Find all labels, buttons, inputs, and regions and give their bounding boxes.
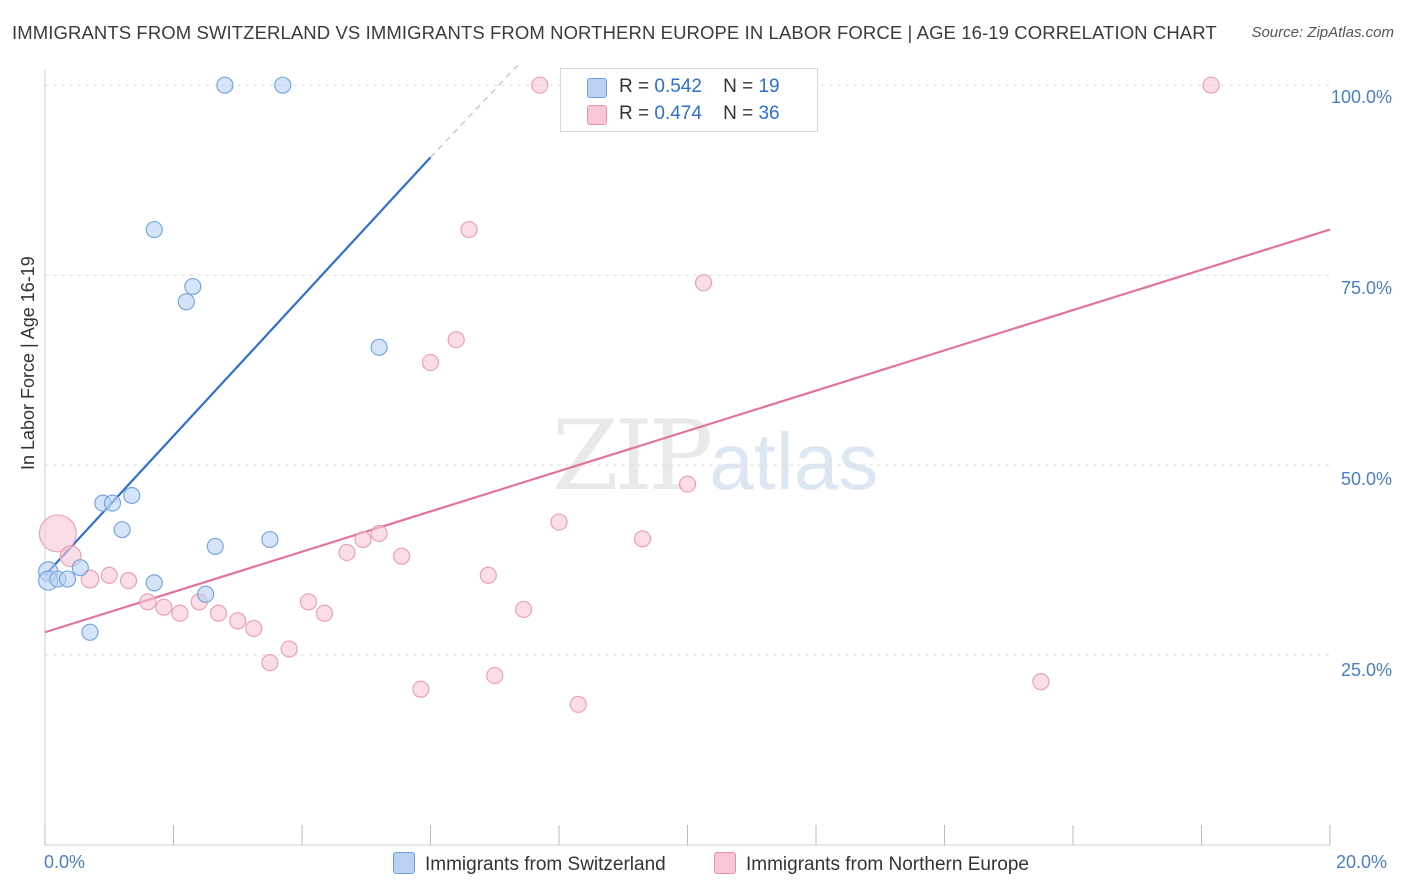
grid-lines: [45, 84, 1330, 656]
data-point-switzerland: [177, 293, 195, 311]
legend-r-value: 0.542: [654, 76, 702, 97]
legend-n-value: 19: [758, 76, 780, 97]
data-point-northern-europe: [229, 612, 247, 630]
data-point-switzerland: [81, 623, 99, 641]
legend-swatch-blue: [587, 78, 607, 98]
legend-swatch-pink: [587, 105, 607, 125]
data-point-switzerland: [216, 76, 234, 94]
data-point-northern-europe: [515, 600, 533, 619]
data-point-northern-europe: [421, 353, 440, 372]
data-point-northern-europe: [261, 654, 279, 672]
axes: [44, 70, 1331, 846]
series-label: Immigrants from Northern Europe: [746, 854, 1029, 875]
trend-extension: [430, 61, 521, 158]
data-point-northern-europe: [245, 619, 263, 638]
series-legend-switzerland: Immigrants from Switzerland: [393, 852, 666, 876]
data-point-northern-europe: [1032, 673, 1050, 691]
data-point-switzerland: [123, 486, 141, 505]
y-tick-75: 75.0%: [1340, 278, 1392, 298]
data-point-switzerland: [197, 585, 215, 603]
data-point-northern-europe: [38, 514, 77, 553]
data-point-northern-europe: [550, 513, 568, 531]
y-tick-100: 100.0%: [1330, 87, 1392, 107]
data-point-switzerland: [274, 76, 292, 94]
series-swatch-blue: [393, 852, 415, 874]
legend-r-label: R =: [619, 103, 650, 124]
data-point-northern-europe: [479, 566, 497, 584]
data-point-northern-europe: [171, 604, 189, 622]
data-point-switzerland: [71, 559, 89, 577]
legend-n-label: N =: [723, 76, 754, 97]
trend-lines: [44, 61, 1331, 634]
data-point-switzerland: [206, 537, 224, 555]
data-point-northern-europe: [119, 571, 138, 590]
data-point-northern-europe: [633, 530, 652, 548]
data-point-northern-europe: [486, 666, 504, 685]
source-credit: Source: ZipAtlas.com: [1251, 24, 1394, 41]
data-point-northern-europe: [315, 604, 334, 622]
y-tick-50: 50.0%: [1340, 469, 1392, 489]
y-axis-label: In Labor Force | Age 16-19: [18, 256, 38, 470]
data-point-northern-europe: [338, 543, 356, 562]
data-point-northern-europe: [392, 547, 411, 565]
data-point-northern-europe: [100, 566, 118, 584]
watermark: ZIPatlas: [552, 400, 879, 512]
data-point-northern-europe: [209, 604, 228, 622]
data-point-switzerland: [370, 338, 388, 356]
data-point-switzerland: [145, 574, 163, 592]
legend-r-value: 0.474: [654, 103, 702, 124]
data-point-northern-europe: [569, 695, 587, 714]
y-tick-25: 25.0%: [1340, 660, 1392, 680]
data-point-switzerland: [184, 277, 202, 296]
data-point-northern-europe: [354, 530, 372, 549]
x-tick-min: 0.0%: [44, 852, 86, 872]
series-label: Immigrants from Switzerland: [425, 854, 666, 875]
chart-title: IMMIGRANTS FROM SWITZERLAND VS IMMIGRANT…: [12, 22, 1217, 43]
data-point-northern-europe: [460, 220, 478, 239]
series-swatch-pink: [714, 852, 736, 874]
data-point-northern-europe: [412, 680, 430, 698]
data-points: [38, 76, 1220, 714]
data-point-northern-europe: [370, 524, 388, 543]
correlation-legend: R = 0.542 N = 19 R = 0.474 N = 36: [560, 68, 818, 132]
data-point-northern-europe: [1202, 76, 1220, 94]
series-legend-northern-europe: Immigrants from Northern Europe: [714, 852, 1029, 876]
data-point-northern-europe: [447, 331, 465, 349]
legend-n-value: 36: [758, 103, 780, 124]
trend-line-switzerland: [44, 156, 432, 577]
trend-line-northern-europe: [44, 228, 1331, 634]
data-point-northern-europe: [531, 76, 549, 94]
legend-n-label: N =: [723, 103, 754, 124]
data-point-switzerland: [103, 494, 122, 512]
data-point-northern-europe: [299, 593, 318, 611]
data-point-switzerland: [113, 521, 131, 539]
x-tick-max: 20.0%: [1336, 852, 1388, 872]
data-point-switzerland: [58, 570, 77, 588]
data-point-northern-europe: [694, 274, 713, 292]
data-point-switzerland: [261, 530, 279, 549]
data-point-northern-europe: [678, 475, 697, 493]
legend-r-label: R =: [619, 76, 650, 97]
data-point-northern-europe: [280, 640, 298, 658]
data-point-northern-europe: [139, 593, 157, 611]
data-point-northern-europe: [80, 569, 100, 589]
data-point-switzerland: [145, 220, 163, 239]
data-point-northern-europe: [155, 598, 173, 616]
